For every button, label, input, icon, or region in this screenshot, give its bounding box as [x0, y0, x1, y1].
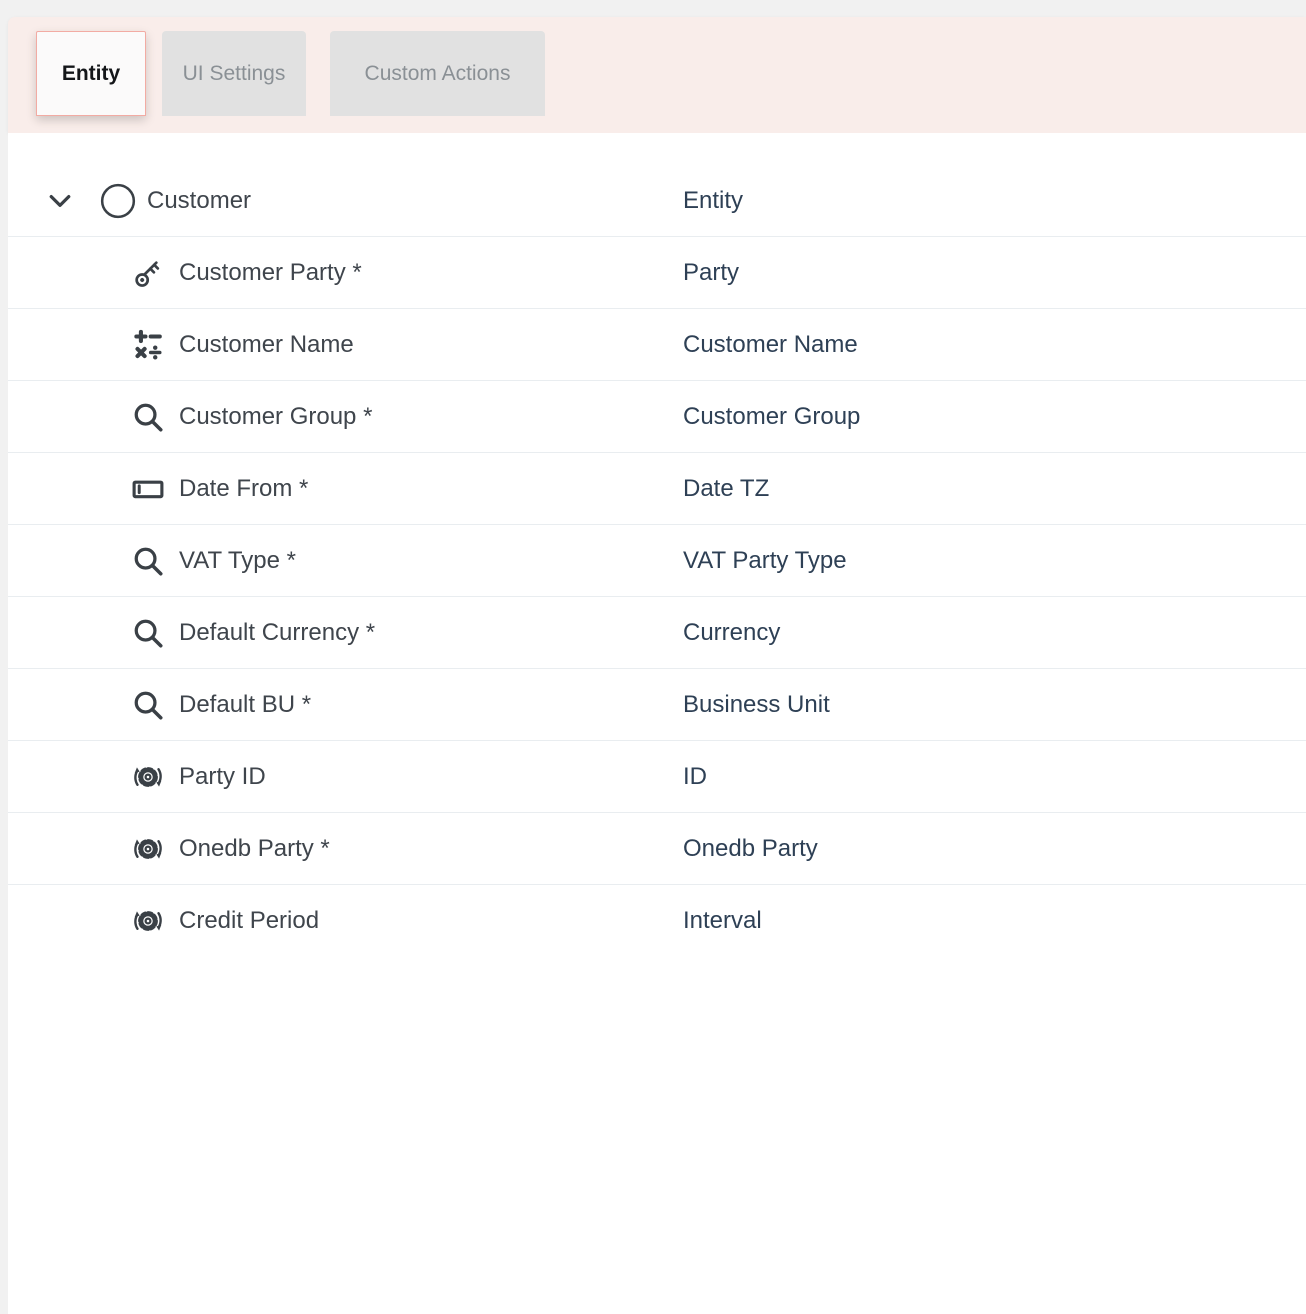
math-icon: [130, 327, 166, 363]
table-row[interactable]: Date From * Date TZ: [8, 453, 1306, 525]
table-row[interactable]: Credit Period Interval: [8, 885, 1306, 957]
search-icon: [130, 399, 166, 435]
tab-ui-settings[interactable]: UI Settings: [162, 31, 306, 116]
entity-panel: Customer Entity Customer Party * Party C…: [8, 133, 1306, 1314]
field-table: Customer Entity Customer Party * Party C…: [8, 133, 1306, 957]
type-cell: Business Unit: [683, 690, 830, 718]
search-icon: [130, 687, 166, 723]
key-icon: [130, 255, 166, 291]
field-label: Date From *: [179, 474, 309, 502]
type-cell: Customer Name: [683, 330, 858, 358]
field-label: Party ID: [179, 762, 266, 790]
process-gear-icon: [130, 759, 166, 795]
field-label: VAT Type *: [179, 546, 296, 574]
table-row[interactable]: Onedb Party * Onedb Party: [8, 813, 1306, 885]
field-label: Default BU *: [179, 690, 312, 718]
table-row[interactable]: VAT Type * VAT Party Type: [8, 525, 1306, 597]
tab-label: Custom Actions: [364, 61, 511, 85]
type-cell: VAT Party Type: [683, 546, 847, 574]
process-gear-icon: [130, 903, 166, 939]
field-cell: Customer Name: [8, 327, 683, 363]
field-label: Customer Name: [179, 330, 354, 358]
type-cell: Currency: [683, 618, 781, 646]
type-cell: ID: [683, 762, 707, 790]
field-label: Customer: [147, 186, 252, 214]
chevron-down-icon[interactable]: [45, 186, 75, 216]
process-gear-icon: [130, 831, 166, 867]
type-cell: Date TZ: [683, 474, 770, 502]
table-row[interactable]: Customer Entity: [8, 165, 1306, 237]
field-label: Onedb Party *: [179, 834, 330, 862]
field-cell: Onedb Party *: [8, 831, 683, 867]
field-cell: VAT Type *: [8, 543, 683, 579]
type-cell: Party: [683, 258, 740, 286]
tab-bar: Entity UI Settings Custom Actions: [0, 31, 1306, 116]
table-row[interactable]: Default Currency * Currency: [8, 597, 1306, 669]
field-cell: Customer Party *: [8, 255, 683, 291]
field-cell: Customer Group *: [8, 399, 683, 435]
tab-label: UI Settings: [182, 61, 286, 85]
field-label: Customer Party *: [179, 258, 362, 286]
table-row[interactable]: Customer Name Customer Name: [8, 309, 1306, 381]
table-row[interactable]: Party ID ID: [8, 741, 1306, 813]
tab-custom-actions[interactable]: Custom Actions: [330, 31, 545, 116]
field-label: Credit Period: [179, 907, 320, 934]
tab-label: Entity: [61, 61, 121, 85]
search-icon: [130, 615, 166, 651]
field-cell: Default BU *: [8, 687, 683, 723]
textbox-icon: [130, 471, 166, 507]
field-cell: Default Currency *: [8, 615, 683, 651]
table-row[interactable]: Customer Group * Customer Group: [8, 381, 1306, 453]
tab-entity[interactable]: Entity: [36, 31, 146, 116]
search-icon: [130, 543, 166, 579]
type-cell: Interval: [683, 907, 762, 934]
field-cell: Party ID: [8, 759, 683, 795]
entity-circle-icon: [99, 182, 137, 220]
type-cell: Customer Group: [683, 402, 861, 430]
field-label: Default Currency *: [179, 618, 376, 646]
field-cell: Date From *: [8, 471, 683, 507]
field-label: Customer Group *: [179, 402, 373, 430]
field-cell: Credit Period: [8, 903, 683, 939]
table-row[interactable]: Default BU * Business Unit: [8, 669, 1306, 741]
table-row[interactable]: Customer Party * Party: [8, 237, 1306, 309]
type-cell: Entity: [683, 186, 744, 214]
field-cell: Customer: [8, 182, 683, 220]
type-cell: Onedb Party: [683, 834, 818, 862]
